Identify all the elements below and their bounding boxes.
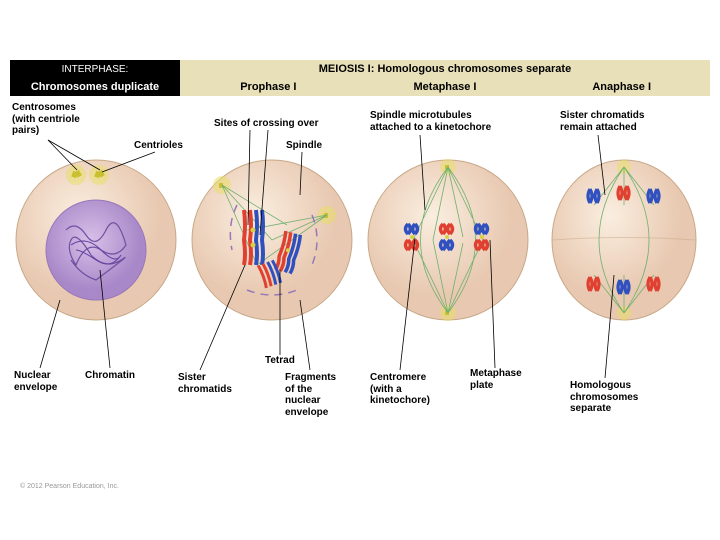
prophase-svg (187, 155, 357, 325)
cell-metaphase (363, 155, 533, 325)
centrosomes-label: Centrosomes (with centriole pairs) (12, 102, 80, 137)
chromatin-label: Chromatin (85, 370, 135, 382)
header-banner: INTERPHASE: MEIOSIS I: Homologous chromo… (10, 60, 710, 78)
fragments-label: Fragments of the nuclear envelope (285, 372, 336, 418)
sub-metaphase: Metaphase I (357, 78, 534, 96)
sub-anaphase: Anaphase I (533, 78, 710, 96)
spindle-micro-label: Spindle microtubules attached to a kinet… (370, 110, 491, 133)
sub-duplicate: Chromosomes duplicate (10, 78, 180, 96)
anaphase-svg (539, 155, 709, 325)
cell-anaphase (539, 155, 709, 325)
interphase-header: INTERPHASE: (10, 60, 180, 78)
copyright-text: © 2012 Pearson Education, Inc. (20, 483, 119, 490)
sister-attached-label: Sister chromatids remain attached (560, 110, 644, 133)
centrioles-label: Centrioles (134, 140, 183, 152)
metaphase-svg (363, 155, 533, 325)
hom-separate-label: Homologous chromosomes separate (570, 380, 638, 415)
interphase-label: INTERPHASE: (62, 64, 129, 75)
sub-prophase: Prophase I (180, 78, 357, 96)
cell-interphase (11, 155, 181, 325)
meiosis-header: MEIOSIS I: Homologous chromosomes separa… (180, 60, 710, 78)
cells-row (10, 155, 710, 325)
subheader-row: Chromosomes duplicate Prophase I Metapha… (10, 78, 710, 96)
crossing-label: Sites of crossing over (214, 118, 318, 130)
metaplate-label: Metaphase plate (470, 368, 522, 391)
sister-chromatids-label: Sister chromatids (178, 372, 232, 395)
nuclear-env-label: Nuclear envelope (14, 370, 57, 393)
cell-prophase (187, 155, 357, 325)
interphase-svg (11, 155, 181, 325)
tetrad-label: Tetrad (265, 355, 295, 367)
spindle-label: Spindle (286, 140, 322, 152)
centromere-label: Centromere (with a kinetochore) (370, 372, 430, 407)
meiosis-label: MEIOSIS I: Homologous chromosomes separa… (319, 63, 571, 75)
